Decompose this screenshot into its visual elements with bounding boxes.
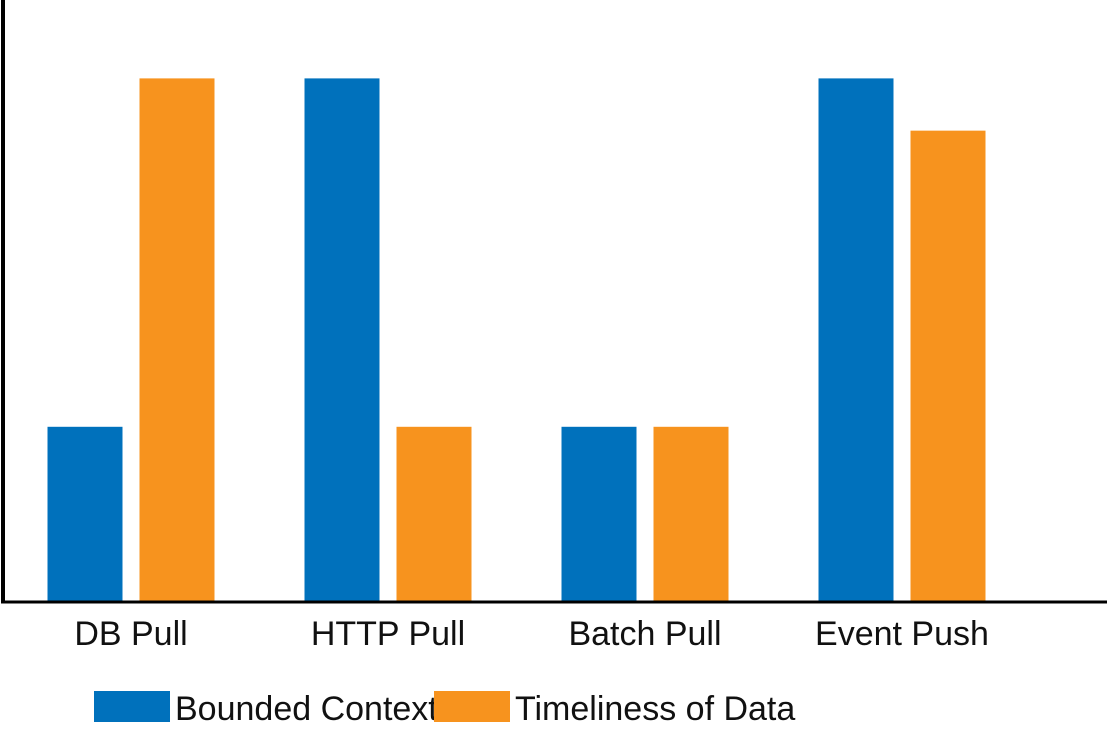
bar-http-pull-timeliness-of-data bbox=[396, 426, 472, 601]
x-tick-label-batch-pull: Batch Pull bbox=[568, 615, 721, 653]
x-tick-label-http-pull: HTTP Pull bbox=[311, 615, 465, 653]
legend-swatch-timeliness-of-data bbox=[434, 691, 510, 722]
bar-event-push-bounded-context bbox=[818, 78, 894, 602]
legend: Bounded Context Timeliness of Data bbox=[94, 690, 795, 728]
legend-item-timeliness-of-data: Timeliness of Data bbox=[434, 690, 795, 728]
legend-label-bounded-context: Bounded Context bbox=[175, 690, 438, 728]
x-tick-label-db-pull: DB Pull bbox=[74, 615, 187, 653]
x-tick-labels: DB Pull HTTP Pull Batch Pull Event Push bbox=[74, 615, 989, 653]
x-tick-label-event-push: Event Push bbox=[815, 615, 989, 653]
bar-event-push-timeliness-of-data bbox=[910, 130, 986, 602]
bar-db-pull-bounded-context bbox=[47, 426, 123, 601]
bars-layer bbox=[47, 78, 986, 602]
legend-swatch-bounded-context bbox=[94, 691, 170, 722]
bar-db-pull-timeliness-of-data bbox=[139, 78, 215, 602]
bar-batch-pull-timeliness-of-data bbox=[653, 426, 729, 601]
bar-batch-pull-bounded-context bbox=[561, 426, 637, 601]
legend-item-bounded-context: Bounded Context bbox=[94, 690, 438, 728]
legend-label-timeliness-of-data: Timeliness of Data bbox=[515, 690, 795, 728]
bar-http-pull-bounded-context bbox=[304, 78, 380, 602]
